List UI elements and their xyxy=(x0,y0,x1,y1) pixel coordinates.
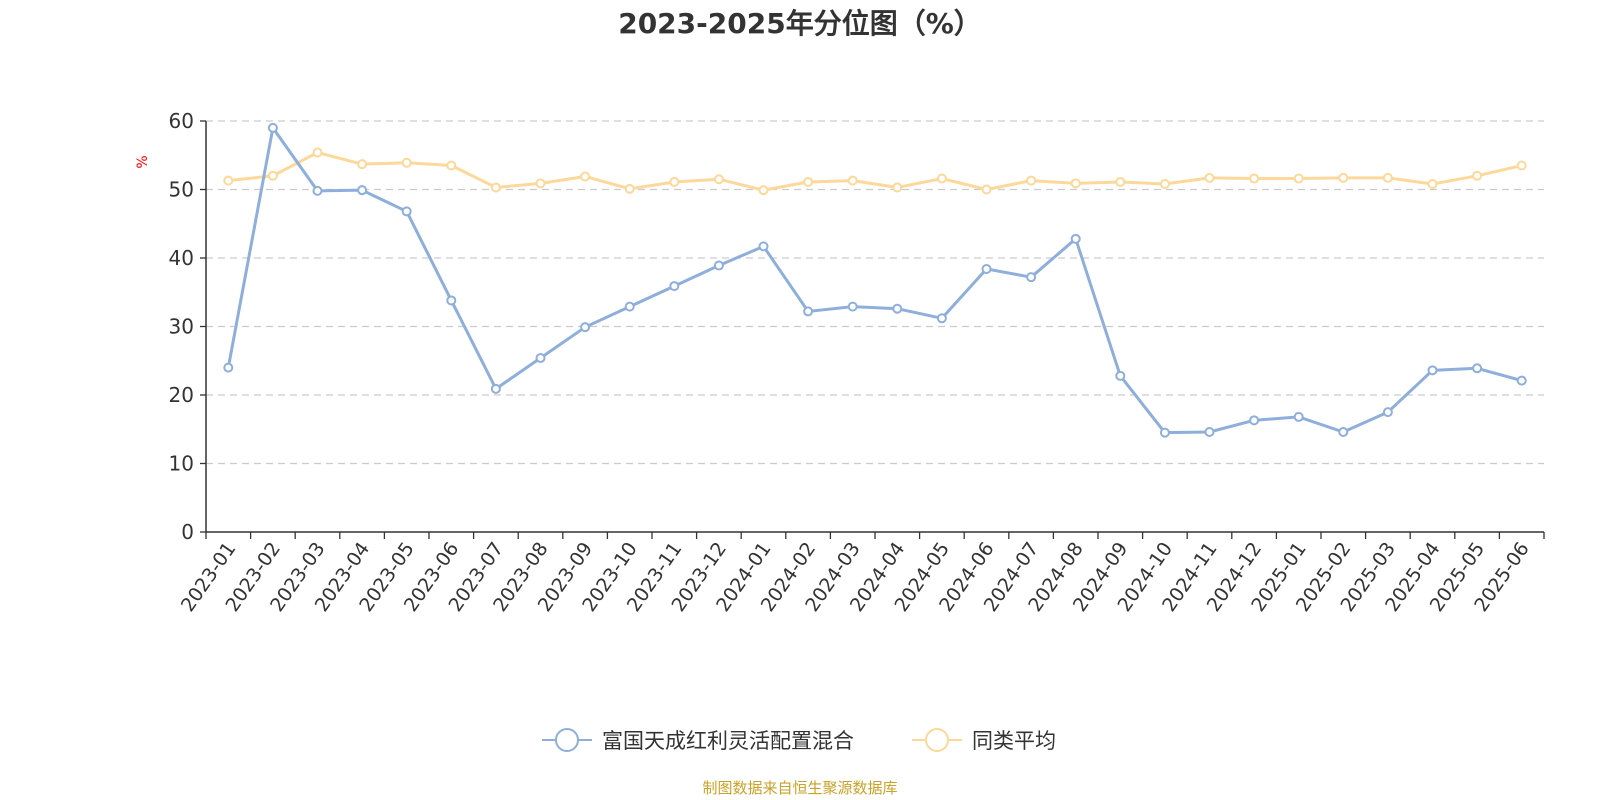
data-point xyxy=(758,185,769,196)
data-point xyxy=(1472,170,1483,181)
y-tick-labels: 0 10 20 30 40 50 60 xyxy=(169,109,194,544)
y-tick-label: 10 xyxy=(169,452,194,476)
data-point xyxy=(446,160,457,171)
data-point xyxy=(1204,172,1215,183)
data-point xyxy=(981,263,992,274)
data-point xyxy=(535,353,546,364)
data-point xyxy=(267,122,278,133)
data-point xyxy=(624,301,635,312)
data-point xyxy=(624,183,635,194)
data-point xyxy=(1516,160,1527,171)
data-point xyxy=(267,170,278,181)
x-tick-labels: 2023-012023-022023-032023-042023-052023-… xyxy=(177,538,1534,616)
legend-circle-icon xyxy=(555,728,579,752)
data-point xyxy=(357,185,368,196)
data-point xyxy=(1026,272,1037,283)
legend[interactable]: 富国天成红利灵活配置混合 同类平均 xyxy=(542,728,1056,753)
legend-circle-icon xyxy=(925,728,949,752)
data-point xyxy=(713,260,724,271)
data-point xyxy=(1382,172,1393,183)
grid-lines xyxy=(206,120,1544,465)
data-point xyxy=(669,281,680,292)
series-line xyxy=(228,151,1523,192)
data-point xyxy=(401,157,412,168)
data-point xyxy=(1249,415,1260,426)
data-point xyxy=(892,303,903,314)
y-tick-label: 30 xyxy=(169,315,194,339)
data-point xyxy=(1472,363,1483,374)
data-point xyxy=(401,206,412,217)
data-point xyxy=(1293,411,1304,422)
axes xyxy=(200,120,1545,539)
data-point xyxy=(1427,365,1438,376)
legend-item-0[interactable]: 富国天成红利灵活配置混合 xyxy=(542,728,854,753)
legend-label: 富国天成红利灵活配置混合 xyxy=(602,729,854,753)
data-point xyxy=(847,301,858,312)
data-point xyxy=(1293,173,1304,184)
legend-item-1[interactable]: 同类平均 xyxy=(912,728,1056,753)
data-point xyxy=(1070,233,1081,244)
data-point xyxy=(1159,427,1170,438)
data-point xyxy=(223,362,234,373)
data-point xyxy=(936,173,947,184)
data-point xyxy=(223,175,234,186)
source-note: 制图数据来自恒生聚源数据库 xyxy=(702,779,897,797)
data-point xyxy=(1382,407,1393,418)
data-point xyxy=(1204,426,1215,437)
data-point xyxy=(669,176,680,187)
data-point xyxy=(1338,426,1349,437)
data-point xyxy=(1249,173,1260,184)
data-point xyxy=(1115,176,1126,187)
data-point xyxy=(803,176,814,187)
data-point xyxy=(936,313,947,324)
series-1 xyxy=(223,147,1527,196)
y-tick-label: 60 xyxy=(169,109,194,133)
series-line xyxy=(226,126,1523,435)
y-tick-label: 50 xyxy=(169,178,194,202)
data-point xyxy=(713,174,724,185)
legend-label: 同类平均 xyxy=(972,729,1056,753)
data-point xyxy=(490,182,501,193)
data-point xyxy=(580,322,591,333)
data-point xyxy=(981,184,992,195)
data-point xyxy=(758,241,769,252)
data-point xyxy=(535,178,546,189)
data-point xyxy=(1516,375,1527,386)
y-axis-unit-label: % xyxy=(135,155,151,168)
data-point xyxy=(580,171,591,182)
data-point xyxy=(490,383,501,394)
data-point xyxy=(892,182,903,193)
data-point xyxy=(1159,179,1170,190)
data-point xyxy=(446,295,457,306)
data-point xyxy=(357,159,368,170)
data-point xyxy=(847,175,858,186)
series-0 xyxy=(223,122,1527,438)
data-point xyxy=(312,147,323,158)
y-tick-label: 40 xyxy=(169,246,194,270)
chart-title: 2023-2025年分位图（%） xyxy=(618,7,982,40)
data-point xyxy=(803,306,814,317)
y-tick-label: 20 xyxy=(169,383,194,407)
series-group xyxy=(223,122,1527,438)
data-point xyxy=(1026,175,1037,186)
data-point xyxy=(1338,172,1349,183)
data-point xyxy=(1427,179,1438,190)
data-point xyxy=(312,185,323,196)
data-point xyxy=(1070,178,1081,189)
y-tick-label: 0 xyxy=(181,520,194,544)
data-point xyxy=(1115,370,1126,381)
